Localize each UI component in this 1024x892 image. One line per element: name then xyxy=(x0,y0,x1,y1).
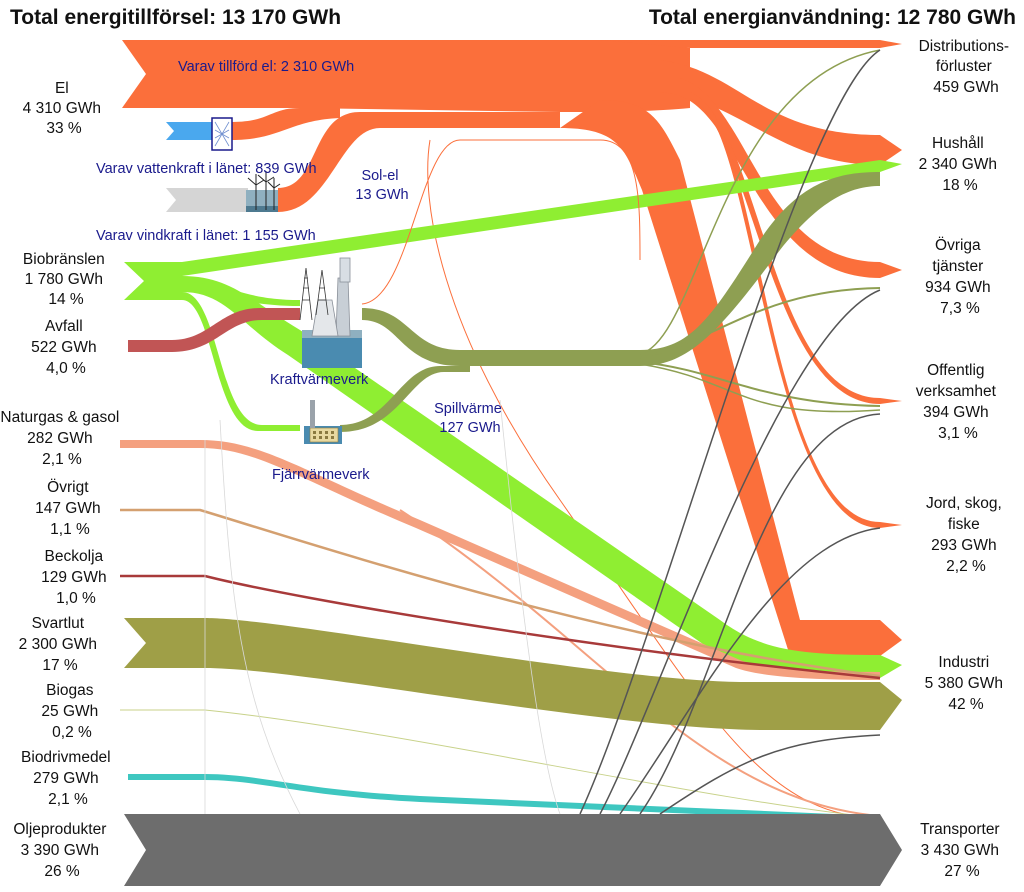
bio-flow xyxy=(124,262,182,300)
beckolja-flow xyxy=(120,574,881,680)
biodrivmedel-flow xyxy=(128,774,880,822)
source-label-naturgas: Naturgas & gasol 282 GWh 2,1 % xyxy=(0,409,123,468)
total-supply-title: Total energitillförsel: 13 170 GWh xyxy=(10,6,341,29)
biogas-flow xyxy=(120,709,881,819)
source-label-biogas: Biogas 25 GWh 0,2 % xyxy=(41,682,102,741)
bio-to-industri xyxy=(182,276,902,678)
source-label-biodrivmedel: Biodrivmedel 279 GWh 2,1 % xyxy=(21,749,115,808)
kraftvarme-heat xyxy=(362,308,640,366)
annotation-tillford-el: Varav tillförd el: 2 310 GWh xyxy=(178,59,354,75)
flows xyxy=(120,40,902,886)
sink-label-offentlig: Offentlig verksamhet 394 GWh 3,1 % xyxy=(916,362,1000,442)
annotation-vattenkraft: Varav vattenkraft i länet: 839 GWh xyxy=(96,161,317,177)
olja-flow xyxy=(124,814,902,886)
source-label-biobransle: Biobränslen 1 780 GWh 14 % xyxy=(23,251,109,308)
svartlut-flow xyxy=(124,618,902,730)
annotation-vindkraft: Varav vindkraft i länet: 1 155 GWh xyxy=(96,228,316,244)
vindkraft-to-el xyxy=(278,112,560,212)
annotation-fjarrvarmeverk: Fjärrvärmeverk xyxy=(272,467,370,483)
fjarrvarmeverk-icon xyxy=(304,400,342,444)
total-use-title: Total energianvändning: 12 780 GWh xyxy=(649,6,1016,29)
vattenkraft-flow xyxy=(166,122,216,140)
el-flow xyxy=(122,40,690,112)
kraftvarme-el xyxy=(361,139,641,305)
heat-to-distribution xyxy=(639,49,881,355)
olja-minor-flows xyxy=(579,49,881,815)
heat-to-ovriga xyxy=(639,287,881,359)
el-to-industri xyxy=(560,100,902,656)
bio-to-fjarrvarme xyxy=(182,292,300,431)
heat-to-offentlig xyxy=(639,361,881,407)
bio-to-hushall xyxy=(182,160,902,276)
source-label-svartlut: Svartlut 2 300 GWh 17 % xyxy=(19,615,102,674)
vindkraft-icon xyxy=(246,171,281,212)
avfall-flow xyxy=(128,308,300,352)
heat-to-hushall xyxy=(640,172,880,366)
el-to-transporter xyxy=(427,139,881,819)
source-label-ovrigt: Övrigt 147 GWh 1,1 % xyxy=(35,478,105,538)
sink-label-industri: Industri 5 380 GWh 42 % xyxy=(925,654,1008,713)
source-label-beckolja: Beckolja 129 GWh 1,0 % xyxy=(41,548,111,607)
el-to-ovriga xyxy=(680,78,902,278)
el-to-hushall xyxy=(660,60,902,165)
sink-labels: Distributions- förluster 459 GWh Hushåll… xyxy=(916,38,1014,880)
bio-to-kraftvarme xyxy=(182,282,300,306)
ovrigt-flow xyxy=(120,508,881,678)
annotation-solel: Sol-el 13 GWh xyxy=(355,168,408,203)
sink-label-jord-skog-fiske: Jord, skog, fiske 293 GWh 2,2 % xyxy=(926,495,1006,575)
sink-label-ovriga-tjanster: Övriga tjänster 934 GWh 7,3 % xyxy=(925,236,995,317)
heat-to-industri xyxy=(639,363,881,413)
sink-label-distribution: Distributions- förluster 459 GWh xyxy=(919,38,1014,96)
fjarrvarme-heat xyxy=(340,366,470,432)
vindkraft-flow xyxy=(166,188,248,212)
source-label-oljeprodukter: Oljeprodukter 3 390 GWh 26 % xyxy=(13,821,110,880)
vattenkraft-icon xyxy=(211,117,233,151)
sink-label-hushall: Hushåll 2 340 GWh 18 % xyxy=(919,135,1002,194)
kraftvarmeverk-icon xyxy=(299,257,362,368)
el-to-distribution xyxy=(600,40,902,48)
annotations: Varav tillförd el: 2 310 GWh Varav vatte… xyxy=(96,59,506,483)
source-label-avfall: Avfall 522 GWh 4,0 % xyxy=(31,318,101,377)
annotation-spillvarme: Spillvärme 127 GWh xyxy=(434,401,506,436)
vattenkraft-to-el xyxy=(232,108,340,140)
sink-label-transporter: Transporter 3 430 GWh 27 % xyxy=(920,821,1004,880)
naturgas-flow xyxy=(120,440,880,680)
source-label-el: El 4 310 GWh 33 % xyxy=(23,80,106,137)
annotation-kraftvarmeverk: Kraftvärmeverk xyxy=(270,372,369,388)
source-labels: El 4 310 GWh 33 % Biobränslen 1 780 GWh … xyxy=(0,80,123,880)
faint-guides xyxy=(204,399,561,815)
